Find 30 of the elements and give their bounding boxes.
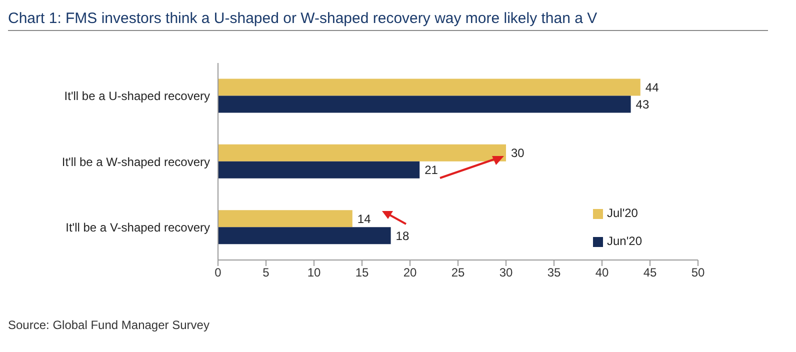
chart-title: Chart 1: FMS investors think a U-shaped or W-shaped recovery way more likely than a V: [8, 8, 768, 31]
x-tick-label: 5: [262, 266, 270, 280]
x-tick-label: 30: [499, 266, 513, 280]
legend-label: Jul'20: [607, 206, 638, 220]
bar: [218, 210, 352, 228]
x-tick-label: 50: [691, 266, 705, 280]
x-tick-label: 35: [547, 266, 561, 280]
x-tick-label: 25: [451, 266, 465, 280]
y-tick-label: It'll be a W-shaped recovery: [62, 154, 210, 169]
data-label: 18: [396, 228, 410, 243]
x-tick-label: 0: [214, 266, 222, 280]
data-label: 43: [636, 98, 650, 112]
x-tick-label: 45: [643, 266, 657, 280]
bar: [218, 161, 420, 178]
x-tick-label: 15: [355, 266, 369, 280]
data-label: 14: [357, 212, 372, 226]
bar: [218, 78, 640, 96]
bar: [218, 227, 391, 244]
x-tick-label: 10: [307, 266, 321, 280]
y-tick-label: It'll be a U-shaped recovery: [64, 89, 210, 104]
legend-label: Jun'20: [607, 234, 642, 248]
y-tick-label: It'll be a V-shaped recovery: [66, 220, 210, 234]
data-label: 21: [424, 163, 438, 178]
data-label: 30: [511, 146, 525, 160]
x-tick-label: 40: [595, 266, 609, 280]
source-note: Source: Global Fund Manager Survey: [8, 318, 210, 332]
bar: [218, 144, 506, 162]
bar: [218, 96, 631, 113]
data-label: 44: [645, 80, 660, 95]
x-tick-label: 20: [403, 266, 417, 280]
